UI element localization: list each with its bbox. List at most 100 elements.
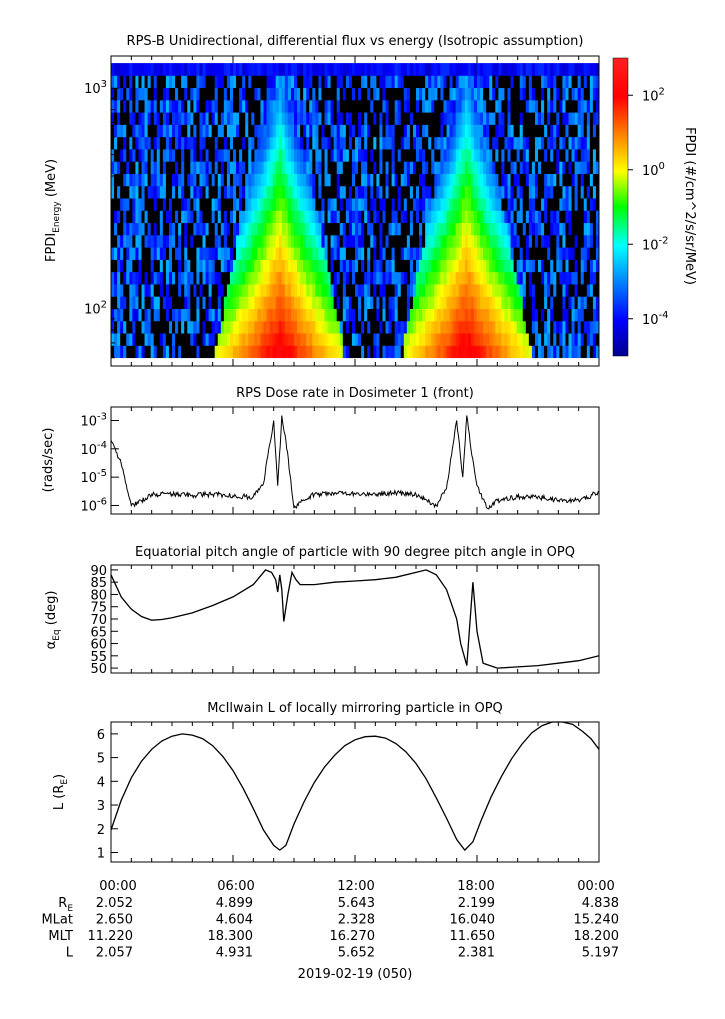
heatmap-cell [358,247,362,260]
heatmap-cell [114,112,118,125]
heatmap-cell [412,87,417,101]
heatmap-cell [196,161,200,174]
heatmap-cell [391,210,396,224]
heatmap-cell [400,271,405,285]
heatmap-cell [412,63,417,76]
heatmap-cell [571,112,575,125]
heatmap-cell [168,320,173,334]
heatmap-cell [580,234,585,248]
heatmap-cell [358,320,362,334]
heatmap-cell [208,345,213,359]
heatmap-cell [483,87,487,101]
heatmap-cell [586,198,591,211]
heatmap-cell [492,198,496,211]
heatmap-cell [519,296,524,309]
heatmap-cell [358,198,362,211]
heatmap-cell [303,185,307,199]
heatmap-cell [147,259,152,273]
heatmap-cell [379,284,383,297]
heatmap-cell [172,320,176,334]
heatmap-cell [562,198,566,211]
heatmap-cell [263,112,267,125]
heatmap-cell [544,136,548,150]
heatmap-cell [168,75,173,89]
heatmap-cell [123,124,127,138]
heatmap-cell [422,112,426,125]
heatmap-cell [382,161,386,174]
heatmap-cell [324,247,328,260]
heatmap-cell [376,149,380,162]
heatmap-cell [501,308,505,322]
heatmap-cell [361,63,365,76]
heatmap-cell [342,296,347,309]
heatmap-cell [236,112,240,125]
heatmap-cell [428,210,432,224]
heatmap-cell [580,247,585,260]
heatmap-cell [260,198,264,211]
heatmap-cell [147,149,152,162]
heatmap-cell [229,124,234,138]
heatmap-cell [327,333,331,346]
heatmap-cell [159,308,164,322]
heatmap-cell [257,185,261,199]
heatmap-cell [412,308,417,322]
heatmap-cell [464,87,469,101]
heatmap-cell [181,124,185,138]
heatmap-cell [330,222,335,236]
heatmap-cell [565,333,569,346]
mcilwain-l-panel: McIlwain L of locally mirroring particle… [52,701,600,863]
heatmap-cell [446,87,450,101]
heatmap-cell [580,99,585,113]
heatmap-cell [150,333,155,346]
heatmap-cell [501,63,505,76]
heatmap-cell [248,210,252,224]
heatmap-cell [248,247,252,260]
heatmap-cell [159,173,164,187]
heatmap-cell [580,210,585,224]
heatmap-cell [394,99,399,113]
heatmap-cell [486,247,490,260]
heatmap-cell [565,308,569,322]
heatmap-cell [351,136,356,150]
heatmap-cell [434,308,438,322]
heatmap-cell [531,185,536,199]
heatmap-cell [351,210,356,224]
heatmap-cell [592,99,597,113]
heatmap-cell [333,296,338,309]
heatmap-cell [147,333,152,346]
heatmap-cell [541,247,545,260]
heatmap-cell [367,222,371,236]
heatmap-cell [211,333,216,346]
heatmap-cell [168,234,173,248]
heatmap-cell [236,259,240,273]
heatmap-cell [245,210,249,224]
heatmap-cell [547,198,551,211]
heatmap-cell [120,99,124,113]
heatmap-cell [220,222,225,236]
heatmap-cell [504,87,508,101]
heatmap-cell [165,259,170,273]
heatmap-cell [449,320,453,334]
heatmap-cell [431,161,435,174]
heatmap-cell [290,296,295,309]
heatmap-cell [501,87,505,101]
heatmap-cell [223,284,228,297]
heatmap-cell [263,296,267,309]
heatmap-cell [117,210,121,224]
heatmap-cell [205,87,209,101]
heatmap-cell [443,259,447,273]
heatmap-cell [175,63,179,76]
heatmap-cell [306,198,310,211]
heatmap-cell [376,222,380,236]
row-value: 4.899 [216,896,253,911]
heatmap-cell [565,222,569,236]
heatmap-cell [364,161,368,174]
heatmap-cell [382,345,386,359]
heatmap-cell [306,112,310,125]
heatmap-cell [318,247,322,260]
heatmap-cell [321,185,325,199]
heatmap-cell [294,198,298,211]
heatmap-cell [513,296,518,309]
heatmap-cell [492,234,496,248]
heatmap-cell [321,308,325,322]
